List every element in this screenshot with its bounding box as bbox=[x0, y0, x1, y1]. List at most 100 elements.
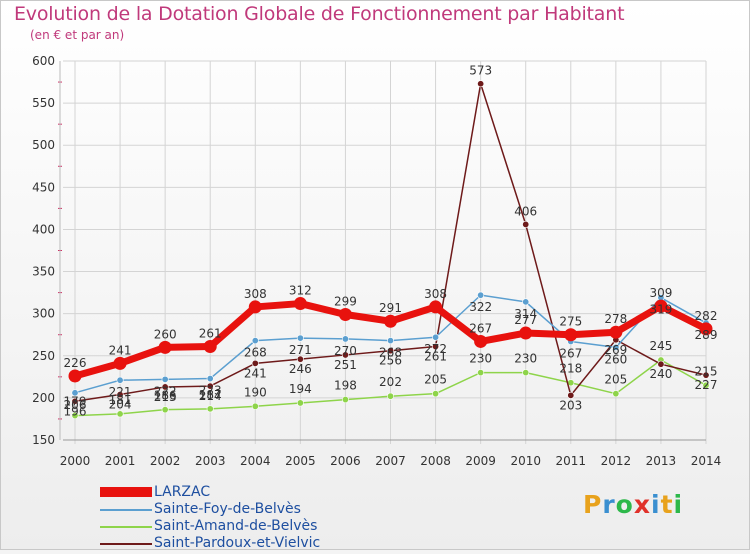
data-point bbox=[702, 371, 710, 379]
data-label: 282 bbox=[695, 309, 718, 323]
data-point bbox=[116, 391, 124, 399]
data-point bbox=[71, 397, 79, 405]
data-point bbox=[567, 391, 575, 399]
legend-swatch-sainte-foy bbox=[100, 509, 152, 511]
data-label: 260 bbox=[604, 352, 627, 366]
data-label: 275 bbox=[559, 315, 582, 329]
data-point bbox=[341, 396, 349, 404]
brand-letter: x bbox=[633, 490, 651, 519]
data-point bbox=[251, 337, 259, 345]
data-point bbox=[248, 300, 262, 314]
data-label: 319 bbox=[649, 303, 672, 317]
data-label: 245 bbox=[649, 339, 672, 353]
data-label: 186 bbox=[154, 389, 177, 403]
x-tick-label: 2008 bbox=[420, 454, 451, 468]
data-point bbox=[296, 334, 304, 342]
data-point bbox=[432, 343, 440, 351]
data-point bbox=[161, 406, 169, 414]
y-tick-label: 450 bbox=[32, 180, 55, 194]
data-label: 215 bbox=[695, 364, 718, 378]
data-point bbox=[206, 405, 214, 413]
data-label: 260 bbox=[154, 327, 177, 341]
legend-label-larzac: LARZAC bbox=[154, 484, 211, 500]
y-tick-label: 500 bbox=[32, 138, 55, 152]
y-tick-label: 350 bbox=[32, 265, 55, 279]
data-label: 267 bbox=[469, 321, 492, 335]
data-point bbox=[113, 356, 127, 370]
y-tick-label: 600 bbox=[32, 54, 55, 68]
data-point bbox=[474, 334, 488, 348]
x-tick-label: 2013 bbox=[646, 454, 677, 468]
data-label: 230 bbox=[514, 352, 537, 366]
data-label: 269 bbox=[604, 343, 627, 357]
data-point bbox=[296, 399, 304, 407]
data-label: 314 bbox=[514, 307, 537, 321]
y-tick-label: 400 bbox=[32, 222, 55, 236]
data-point bbox=[657, 360, 665, 368]
data-point bbox=[609, 325, 623, 339]
brand-letter: P bbox=[583, 490, 603, 519]
data-point bbox=[71, 389, 79, 397]
data-point bbox=[612, 343, 620, 351]
data-label: 204 bbox=[109, 398, 132, 412]
data-label: 222 bbox=[154, 384, 177, 398]
data-label: 230 bbox=[469, 352, 492, 366]
data-label: 299 bbox=[334, 295, 357, 309]
data-point bbox=[251, 359, 259, 367]
y-tick-label: 250 bbox=[32, 349, 55, 363]
data-point bbox=[161, 383, 169, 391]
data-point bbox=[251, 402, 259, 410]
chart-title: Evolution de la Dotation Globale de Fonc… bbox=[14, 3, 625, 25]
data-point bbox=[116, 410, 124, 418]
data-label: 271 bbox=[289, 343, 312, 357]
legend-label-saint-amand: Saint-Amand-de-Belvès bbox=[154, 518, 318, 534]
x-tick-label: 2004 bbox=[240, 454, 271, 468]
data-label: 223 bbox=[199, 384, 222, 398]
brand-letter: o bbox=[615, 490, 634, 519]
data-point bbox=[522, 220, 530, 228]
brand-logo: Proxiti bbox=[583, 490, 683, 519]
legend-label-saint-pardoux: Saint-Pardoux-et-Vielvic bbox=[154, 535, 321, 551]
data-label: 198 bbox=[334, 379, 357, 393]
data-label: 268 bbox=[379, 346, 402, 360]
data-label: 240 bbox=[649, 367, 672, 381]
data-point bbox=[386, 347, 394, 355]
data-point bbox=[429, 300, 443, 314]
data-label: 205 bbox=[424, 373, 447, 387]
data-label: 261 bbox=[424, 350, 447, 364]
data-label: 194 bbox=[289, 382, 312, 396]
data-label: 573 bbox=[469, 64, 492, 78]
legend-label-sainte-foy: Sainte-Foy-de-Belvès bbox=[154, 501, 301, 517]
legend-swatch-larzac bbox=[100, 487, 152, 497]
data-label: 322 bbox=[469, 300, 492, 314]
data-label: 181 bbox=[109, 393, 132, 407]
data-point bbox=[432, 390, 440, 398]
data-label: 218 bbox=[559, 362, 582, 376]
data-label: 251 bbox=[334, 358, 357, 372]
data-label: 221 bbox=[109, 385, 132, 399]
x-tick-label: 2000 bbox=[60, 454, 91, 468]
data-label: 268 bbox=[244, 346, 267, 360]
x-tick-label: 2014 bbox=[691, 454, 722, 468]
data-label: 206 bbox=[64, 398, 87, 412]
data-point bbox=[338, 308, 352, 322]
brand-letter: i bbox=[673, 490, 684, 519]
data-point bbox=[206, 375, 214, 383]
y-tick-label: 300 bbox=[32, 307, 55, 321]
data-label: 308 bbox=[244, 287, 267, 301]
data-point bbox=[522, 369, 530, 377]
data-point bbox=[432, 333, 440, 341]
chart-subtitle: (en € et par an) bbox=[30, 28, 125, 42]
data-label: 256 bbox=[379, 354, 402, 368]
y-tick-label: 200 bbox=[32, 391, 55, 405]
data-point bbox=[522, 298, 530, 306]
data-label: 241 bbox=[244, 366, 267, 380]
x-tick-label: 2010 bbox=[510, 454, 541, 468]
data-label: 190 bbox=[244, 385, 267, 399]
data-label: 205 bbox=[604, 373, 627, 387]
data-point bbox=[699, 322, 713, 336]
data-label: 179 bbox=[64, 395, 87, 409]
data-point bbox=[341, 335, 349, 343]
